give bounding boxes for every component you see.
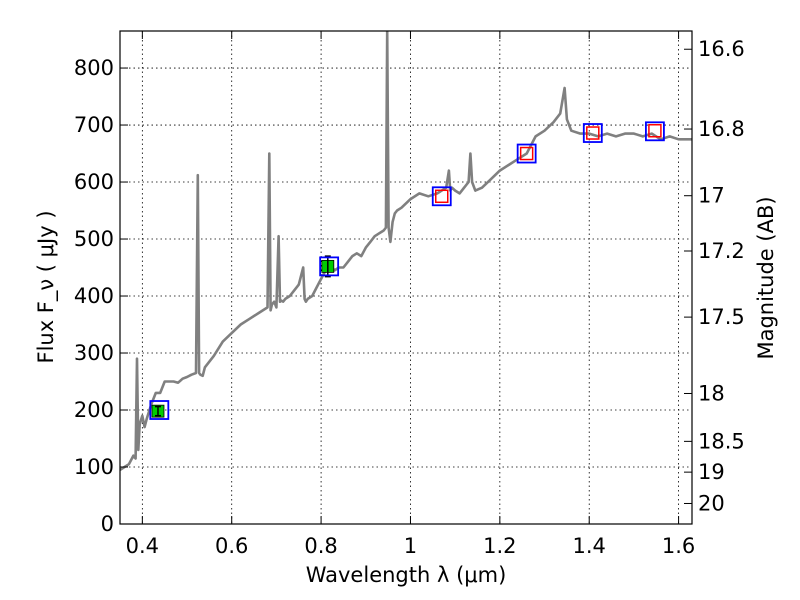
magnitude-tick-label: 20 [698,491,725,515]
x-tick-label: 1.2 [483,534,516,558]
magnitude-tick-label: 17.5 [698,305,745,329]
x-tick-label: 1.4 [573,534,606,558]
axis-ticks [120,31,692,525]
y-tick-label: 0 [101,512,114,536]
model-point [582,123,603,143]
model-point [645,121,665,142]
magnitude-tick-label: 19 [698,460,725,484]
grid-lines [120,31,692,525]
x-tick-label: 0.6 [215,534,248,558]
y-tick-label: 700 [74,113,114,137]
x-tick-label: 0.4 [126,534,159,558]
magnitude-tick-label: 18.5 [698,429,745,453]
magnitude-tick-label: 16.6 [698,37,745,61]
plot-frame [119,30,693,525]
magnitude-tick-label: 16.8 [698,117,745,141]
red-photometry-point [586,126,600,140]
model-point [431,186,452,207]
y-axis-label: Flux F_ν ( μJy ) [34,210,59,363]
red-photometry-point [519,146,534,161]
magnitude-tick-label: 17.2 [698,239,745,263]
model-point [149,400,170,420]
model-point [516,143,537,164]
y-tick-label: 600 [74,170,114,194]
magnitude-tick-label: 18 [698,381,725,405]
spectrum-series [120,31,692,471]
y-tick-label: 800 [74,56,114,80]
red-photometry-point [648,123,662,138]
model-point [319,256,340,277]
x-tick-label: 1.6 [662,534,695,558]
y-tick-label: 400 [74,284,114,308]
y-tick-label: 500 [74,227,114,251]
x-tick-label: 1 [404,534,417,558]
right-axis-label: Magnitude (AB) [754,196,778,359]
x-tick-label: 0.8 [304,534,337,558]
y-tick-label: 100 [74,455,114,479]
magnitude-tick-label: 17 [698,184,725,208]
red-photometry-point [435,189,449,204]
tick-labels: 0.4 0.6 0.8 1 1.2 1.4 1.6 0 100 200 300 400 500 600 70… [74,37,745,558]
photometry-markers [149,121,665,420]
y-tick-label: 300 [74,341,114,365]
spectrum-line [120,31,692,471]
x-axis-label: Wavelength λ (μm) [306,563,507,587]
y-tick-label: 200 [74,398,114,422]
